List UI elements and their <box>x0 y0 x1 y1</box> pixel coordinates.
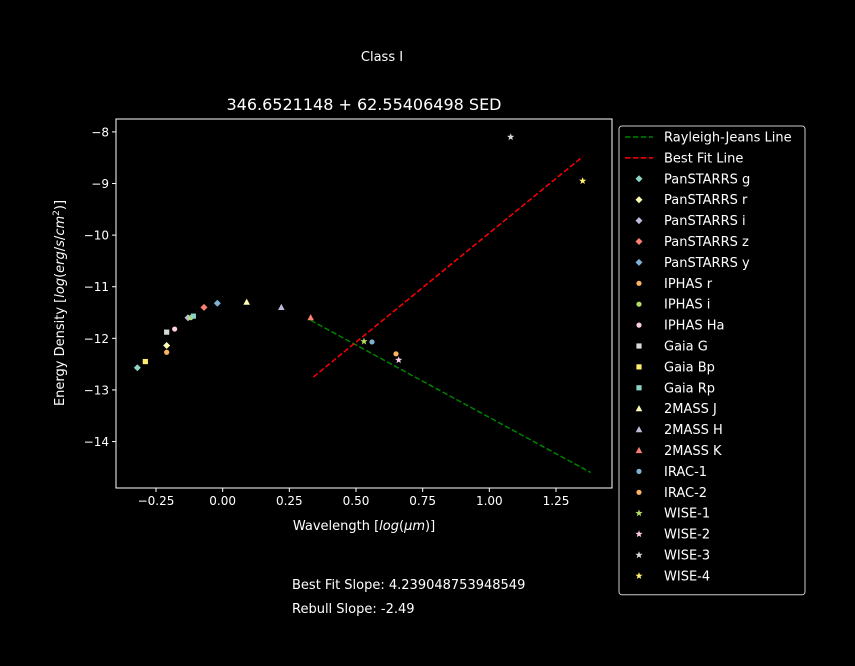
legend-box <box>618 125 806 596</box>
legend-label: PanSTARRS y <box>664 256 750 271</box>
y-tick-label: −11 <box>84 280 109 294</box>
legend-label: IRAC-2 <box>664 486 707 501</box>
legend-marker <box>636 301 642 307</box>
x-tick-label: 1.00 <box>476 494 503 508</box>
legend-marker <box>636 364 642 370</box>
legend-label: WISE-1 <box>664 507 710 522</box>
legend-label: 2MASS J <box>664 402 717 417</box>
legend-marker <box>635 405 643 412</box>
rebull-slope-text: Rebull Slope: -2.49 <box>292 602 415 617</box>
2mass-j-point <box>243 298 250 305</box>
legend-label: IPHAS r <box>664 277 713 292</box>
best-fit-slope-text: Best Fit Slope: 4.239048753948549 <box>292 578 525 593</box>
x-tick-label: 0.75 <box>409 494 436 508</box>
legend-label: PanSTARRS r <box>664 193 748 208</box>
legend-label: PanSTARRS i <box>664 214 746 229</box>
x-tick-label: −0.25 <box>138 494 175 508</box>
wise-4-point <box>579 177 587 184</box>
legend-marker <box>636 280 642 286</box>
legend-label: IPHAS Ha <box>664 319 724 334</box>
gaia-g-point <box>164 329 170 335</box>
x-axis-label: Wavelength [log(μm)] <box>293 519 435 534</box>
legend-label: WISE-4 <box>664 569 710 584</box>
legend-marker <box>636 343 642 349</box>
gaia-bp-point <box>142 358 148 365</box>
x-tick-label: 1.25 <box>543 494 570 508</box>
y-tick-label: −8 <box>91 125 109 139</box>
legend-marker <box>635 509 643 517</box>
legend-marker <box>635 426 643 433</box>
2mass-k-point <box>307 314 314 321</box>
legend-label: PanSTARRS z <box>664 235 749 250</box>
chart-title: 346.6521148 + 62.55406498 SED <box>226 95 501 114</box>
panstarrs-y-point <box>213 299 221 307</box>
plot-area: −0.25 0.00 0.25 0.50 0.75 1.00 1.25 −14 −13 −12 −1… <box>84 118 613 508</box>
panstarrs-g-point <box>133 364 141 372</box>
legend-marker <box>635 572 643 579</box>
x-tick-label: 0.00 <box>209 494 236 508</box>
legend-label: 2MASS H <box>664 423 723 438</box>
legend: Rayleigh-Jeans Line Best Fit Line PanSTARR… <box>618 125 806 596</box>
y-tick-label: −10 <box>84 229 109 243</box>
legend-marker <box>635 530 643 538</box>
best-fit-line-line <box>312 156 584 378</box>
irac-1-point <box>369 339 375 345</box>
legend-marker <box>636 489 642 495</box>
legend-label: IRAC-1 <box>664 465 707 480</box>
legend-label: WISE-2 <box>664 528 710 543</box>
legend-marker <box>635 238 643 245</box>
iphas-r-point <box>164 349 170 355</box>
y-axis-label: Energy Density [log(erg/s/cm2)] <box>52 200 68 406</box>
legend-label: Gaia Bp <box>664 360 715 375</box>
panstarrs-r-point <box>163 342 171 350</box>
x-tick-label: 0.50 <box>343 494 370 508</box>
legend-marker <box>635 196 643 204</box>
legend-label: Rayleigh-Jeans Line <box>664 131 792 146</box>
irac-2-point <box>393 351 399 357</box>
legend-label: 2MASS K <box>664 444 722 459</box>
legend-marker <box>636 385 642 391</box>
y-tick-label: −13 <box>84 383 109 397</box>
legend-label: IPHAS i <box>664 298 710 313</box>
y-tick-label: −12 <box>84 332 109 346</box>
figure-suptitle: Class I <box>361 50 403 65</box>
legend-marker <box>635 217 643 225</box>
legend-marker <box>636 322 642 328</box>
legend-label: WISE-3 <box>664 549 710 564</box>
x-tick-label: 0.25 <box>276 494 303 508</box>
iphas-ha-point <box>172 326 178 332</box>
rayleigh-jeans-line-line <box>310 319 592 474</box>
wise-2-point <box>395 356 403 364</box>
gaia-rp-point <box>190 313 196 319</box>
panstarrs-z-point <box>200 303 208 311</box>
wise-3-point <box>507 133 515 141</box>
2mass-h-point <box>278 303 285 310</box>
y-tick-label: −9 <box>91 177 109 191</box>
legend-marker <box>635 551 643 559</box>
axes-frame <box>115 118 613 489</box>
legend-marker <box>635 175 643 183</box>
legend-label: PanSTARRS g <box>664 172 750 187</box>
y-tick-label: −14 <box>84 435 109 449</box>
legend-marker <box>636 468 642 474</box>
legend-marker <box>635 446 643 454</box>
legend-label: Gaia Rp <box>664 381 715 396</box>
legend-marker <box>635 258 643 266</box>
legend-label: Gaia G <box>664 340 708 355</box>
wise-1-point <box>360 337 368 345</box>
legend-label: Best Fit Line <box>664 151 743 166</box>
